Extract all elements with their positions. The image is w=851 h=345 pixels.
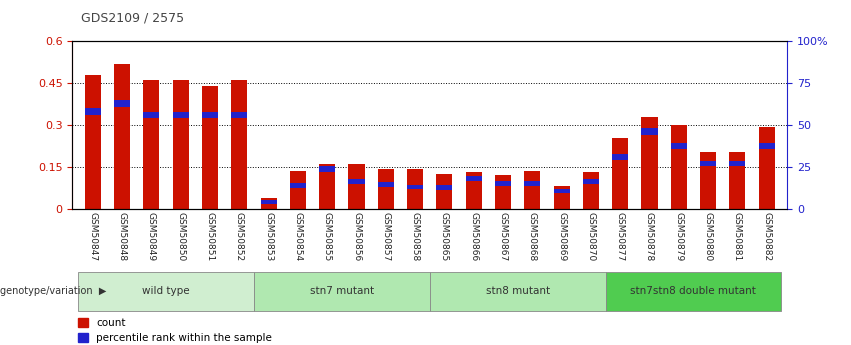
Bar (85, 75, 101, 209)
Bar (671, 125, 687, 209)
Bar (407, 185, 423, 189)
Text: GSM50853: GSM50853 (264, 212, 273, 262)
FancyBboxPatch shape (78, 272, 254, 310)
Bar (495, 181, 511, 186)
Text: GSM50869: GSM50869 (557, 212, 566, 262)
Text: genotype/variation  ▶: genotype/variation ▶ (0, 286, 106, 296)
Bar (114, 64, 130, 209)
Bar (671, 142, 687, 149)
Bar (524, 181, 540, 186)
FancyBboxPatch shape (254, 272, 430, 310)
Text: GSM50849: GSM50849 (147, 212, 156, 261)
Text: stn7 mutant: stn7 mutant (310, 286, 374, 296)
Text: GSM50851: GSM50851 (206, 212, 214, 262)
Text: GSM50877: GSM50877 (615, 212, 625, 262)
Bar (553, 189, 569, 193)
Text: GSM50857: GSM50857 (381, 212, 391, 262)
Text: GSM50879: GSM50879 (674, 212, 683, 262)
Bar (319, 166, 335, 172)
Text: GSM50881: GSM50881 (733, 212, 742, 262)
Bar (202, 112, 218, 118)
Text: GDS2109 / 2575: GDS2109 / 2575 (81, 11, 184, 24)
Bar (729, 152, 745, 209)
Text: GSM50866: GSM50866 (469, 212, 478, 262)
Bar (407, 169, 423, 209)
Text: GSM50865: GSM50865 (440, 212, 449, 262)
Bar (612, 154, 628, 160)
Bar (202, 86, 218, 209)
Bar (114, 100, 130, 107)
Text: GSM50870: GSM50870 (586, 212, 596, 262)
Bar (290, 183, 306, 188)
Bar (143, 80, 159, 209)
Bar (465, 176, 482, 181)
Bar (758, 127, 774, 209)
Bar (260, 198, 277, 209)
Bar (642, 128, 658, 135)
Bar (612, 138, 628, 209)
Bar (348, 179, 364, 184)
Bar (231, 112, 248, 118)
Bar (524, 171, 540, 209)
Text: stn7stn8 double mutant: stn7stn8 double mutant (631, 286, 757, 296)
Bar (260, 200, 277, 204)
Bar (700, 152, 717, 209)
Bar (642, 117, 658, 209)
Bar (583, 179, 599, 184)
Text: GSM50847: GSM50847 (89, 212, 97, 261)
Bar (348, 164, 364, 209)
Text: GSM50848: GSM50848 (117, 212, 127, 261)
Bar (290, 171, 306, 209)
Text: GSM50856: GSM50856 (352, 212, 361, 262)
Bar (319, 164, 335, 209)
Bar (85, 108, 101, 115)
FancyBboxPatch shape (606, 272, 781, 310)
Bar (583, 172, 599, 209)
Text: GSM50855: GSM50855 (323, 212, 332, 262)
Text: GSM50882: GSM50882 (762, 212, 771, 261)
FancyBboxPatch shape (430, 272, 606, 310)
Bar (700, 161, 717, 166)
Bar (495, 175, 511, 209)
Text: GSM50867: GSM50867 (499, 212, 507, 262)
Bar (378, 182, 394, 187)
Legend: count, percentile rank within the sample: count, percentile rank within the sample (77, 318, 272, 343)
Text: stn8 mutant: stn8 mutant (486, 286, 550, 296)
Text: GSM50878: GSM50878 (645, 212, 654, 262)
Bar (143, 112, 159, 118)
Text: GSM50850: GSM50850 (176, 212, 186, 262)
Bar (758, 142, 774, 149)
Text: GSM50858: GSM50858 (410, 212, 420, 262)
Text: wild type: wild type (142, 286, 190, 296)
Bar (173, 80, 189, 209)
Bar (173, 112, 189, 118)
Bar (437, 185, 453, 190)
Text: GSM50852: GSM50852 (235, 212, 244, 261)
Bar (231, 80, 248, 209)
Text: GSM50854: GSM50854 (294, 212, 302, 261)
Bar (437, 174, 453, 209)
Bar (465, 172, 482, 209)
Text: GSM50868: GSM50868 (528, 212, 537, 262)
Text: GSM50880: GSM50880 (704, 212, 712, 262)
Bar (729, 161, 745, 166)
Bar (378, 169, 394, 209)
Bar (553, 186, 569, 209)
